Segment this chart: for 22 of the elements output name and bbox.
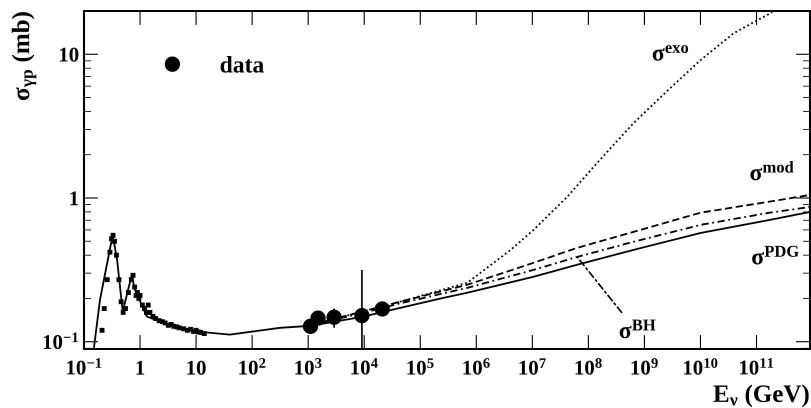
x-tick-label: 10 xyxy=(187,360,206,375)
x-tick-label: 10$^{10}$ xyxy=(684,358,718,375)
y-tick-label: 10 xyxy=(60,48,78,62)
legend-label: data xyxy=(220,56,264,73)
annotation: σ$^{mod}$ xyxy=(750,161,794,180)
annotation: σ$^{PDG}$ xyxy=(752,246,799,265)
x-tick-label: 10$^{11}$ xyxy=(740,358,774,375)
x-tick-label: 10$^{7}$ xyxy=(520,358,546,375)
x-tick-label: 10$^{4}$ xyxy=(351,358,378,375)
x-tick-label: 10$^{5}$ xyxy=(407,358,434,375)
x-tick-label: 10$^{8}$ xyxy=(576,358,602,375)
x-tick-label: 10$^{6}$ xyxy=(463,358,490,375)
y-tick-label: 10$^{−1}$ xyxy=(44,332,78,350)
x-tick-label: 10$^{2}$ xyxy=(239,358,266,375)
x-tick-label: 1 xyxy=(136,360,144,375)
x-tick-label: 10$^{3}$ xyxy=(295,358,322,375)
x-axis-title: E$_{ν}$ (GeV) xyxy=(713,384,809,408)
annotation: σ$^{BH}$ xyxy=(620,320,656,338)
x-tick-label: 10$^{9}$ xyxy=(632,358,658,375)
y-tick-label: 1 xyxy=(70,191,78,206)
y-axis-title: σ$_{γp}$ (mb) xyxy=(12,12,36,100)
annotation: σ$^{exo}$ xyxy=(652,45,688,61)
